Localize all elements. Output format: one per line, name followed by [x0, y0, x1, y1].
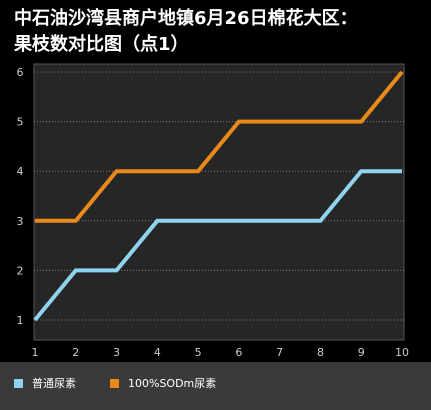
x-tick-label-4: 4 [154, 346, 161, 359]
x-tick-label-2: 2 [72, 346, 79, 359]
legend-swatch-series-2 [110, 378, 119, 388]
x-tick-label-10: 10 [395, 346, 409, 359]
plot-area: 1 2 3 4 5 6 1 2 3 4 5 6 7 8 9 10 [17, 63, 409, 359]
legend: 普通尿素 100%SODm尿素 [0, 362, 431, 410]
legend-item-series-2: 100%SODm尿素 [110, 374, 216, 392]
x-tick-label-9: 9 [358, 346, 365, 359]
x-tick-label-6: 6 [235, 346, 242, 359]
series-line-2 [35, 70, 404, 223]
x-tick-label-7: 7 [276, 346, 283, 359]
chart-title-line-1: 中石油沙湾县商户地镇6月26日棉花大区： [14, 8, 358, 29]
legend-swatch-series-1 [14, 378, 23, 388]
y-tick-label-3: 3 [17, 215, 24, 228]
x-tick-label-8: 8 [317, 346, 324, 359]
y-tick-label-4: 4 [17, 165, 24, 178]
y-tick-label-1: 1 [17, 314, 24, 327]
chart-title-line-2: 果枝数对比图（点1） [14, 34, 189, 55]
y-tick-label-5: 5 [17, 116, 24, 129]
x-tick-label-1: 1 [32, 346, 39, 359]
x-tick-label-5: 5 [195, 346, 202, 359]
y-tick-label-6: 6 [17, 66, 24, 79]
y-tick-label-2: 2 [17, 264, 24, 277]
legend-label-series-2: 100%SODm尿素 [128, 377, 217, 390]
plot-background [33, 63, 405, 341]
line-chart: 1 2 3 4 5 6 1 2 3 4 5 6 7 8 9 10 [17, 63, 409, 359]
x-tick-label-3: 3 [113, 346, 120, 359]
chart-title: 中石油沙湾县商户地镇6月26日棉花大区： 果枝数对比图（点1） [14, 6, 424, 58]
legend-item-series-1: 普通尿素 [14, 374, 76, 392]
legend-label-series-1: 普通尿素 [32, 377, 76, 390]
series-line-1 [33, 169, 402, 322]
